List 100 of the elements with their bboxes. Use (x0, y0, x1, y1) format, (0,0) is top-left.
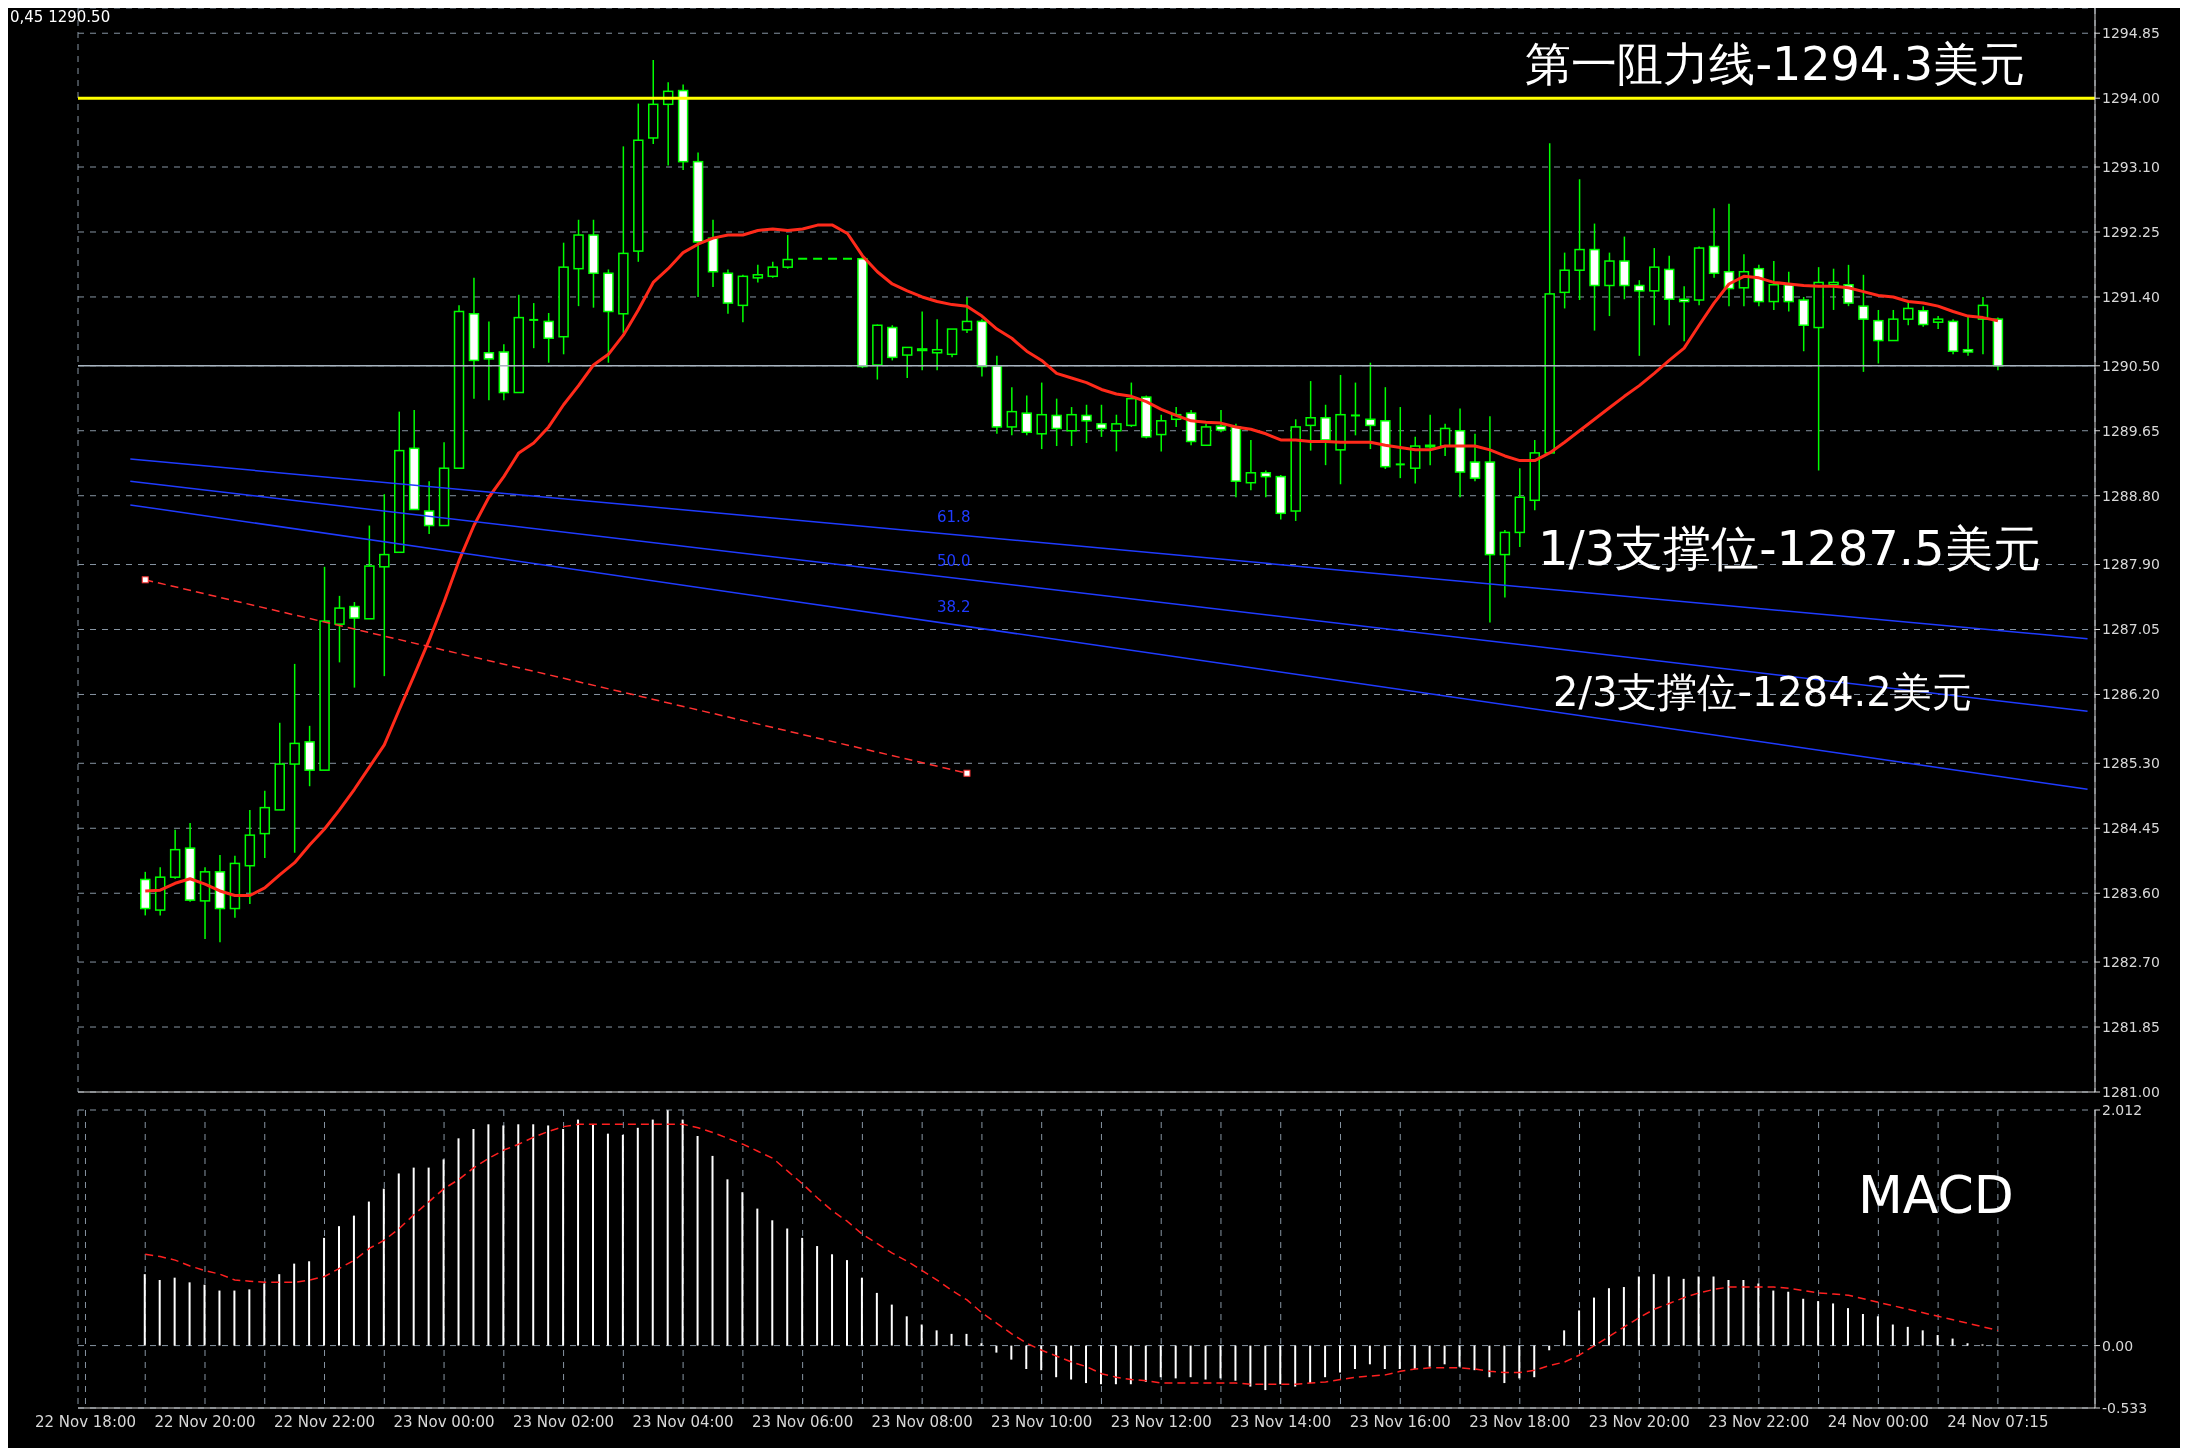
x-tick-label: 23 Nov 18:00 (1469, 1412, 1571, 1431)
bar (427, 1167, 430, 1346)
bar (158, 1280, 161, 1346)
candlestick (1888, 309, 1899, 342)
y-tick-label: 1282.70 (2102, 954, 2160, 971)
y-tick-label: 1290.50 (2102, 357, 2160, 374)
candlestick (1260, 469, 1272, 498)
candlestick (349, 601, 360, 689)
y-tick-label: 1287.90 (2102, 556, 2160, 573)
bar (1324, 1345, 1327, 1378)
bar (1832, 1303, 1835, 1346)
series-label: 38.2 (937, 598, 971, 617)
bar (397, 1173, 400, 1346)
y-tick-label: 1291.40 (2102, 288, 2160, 305)
bar (1443, 1345, 1446, 1365)
bar (1010, 1345, 1013, 1360)
bar (1787, 1291, 1790, 1346)
candlestick (1858, 274, 1869, 373)
bar (1249, 1345, 1252, 1387)
candlestick (1469, 433, 1481, 482)
bar (1563, 1330, 1566, 1346)
x-tick-label: 23 Nov 02:00 (513, 1412, 615, 1431)
candlestick (1036, 381, 1047, 450)
candlestick (1394, 406, 1406, 479)
y-tick-label: 1287.05 (2102, 621, 2160, 638)
bar (696, 1135, 699, 1346)
bar (263, 1283, 266, 1346)
candlestick (1081, 404, 1092, 444)
candlestick (916, 310, 928, 372)
candlestick (1873, 309, 1884, 365)
x-tick-label: 24 Nov 07:15 (1947, 1412, 2049, 1431)
bar (875, 1292, 878, 1346)
candlestick (1917, 305, 1929, 328)
bar (965, 1333, 968, 1346)
bar (786, 1228, 789, 1346)
candlestick (1649, 247, 1660, 326)
bar (726, 1179, 729, 1346)
bar (756, 1208, 759, 1346)
annotation: MACD (1858, 1164, 2014, 1227)
bar (1383, 1345, 1386, 1370)
bar (681, 1119, 684, 1346)
bar (591, 1124, 594, 1346)
candlestick (528, 302, 540, 349)
candlestick (543, 312, 554, 364)
bar (1144, 1345, 1147, 1382)
candlestick (1903, 300, 1914, 326)
x-tick-label: 22 Nov 18:00 (34, 1412, 137, 1431)
bar (711, 1155, 714, 1346)
y-tick-label: 1288.80 (2102, 487, 2160, 504)
bar (293, 1263, 296, 1346)
bar (1473, 1345, 1476, 1371)
bar (1757, 1283, 1760, 1346)
bar (308, 1261, 311, 1346)
bar (1159, 1345, 1162, 1378)
y-tick-label: 1283.60 (2102, 885, 2160, 902)
bar (532, 1124, 535, 1346)
bar (1951, 1338, 1954, 1346)
y-tick-label: 1284.45 (2102, 820, 2160, 837)
bar (173, 1277, 176, 1346)
candlestick (1424, 413, 1436, 466)
series-label: 50.0 (937, 551, 971, 570)
bar (831, 1254, 834, 1346)
bar (980, 1343, 983, 1346)
bar (1772, 1290, 1775, 1346)
bar (1234, 1345, 1237, 1381)
bar (412, 1167, 415, 1346)
bar (1518, 1345, 1521, 1379)
bar (1936, 1335, 1939, 1346)
y-tick-label: -0.533 (2102, 1399, 2148, 1416)
bar (1413, 1345, 1416, 1370)
y-tick-label: 1285.30 (2102, 755, 2160, 772)
bar (1368, 1345, 1371, 1365)
bar (1607, 1288, 1610, 1346)
bar (337, 1226, 340, 1346)
bar (1861, 1313, 1864, 1346)
y-tick-label: 1293.10 (2102, 158, 2160, 175)
candlestick (334, 595, 345, 664)
x-tick-label: 23 Nov 00:00 (393, 1412, 495, 1431)
bar (1727, 1280, 1730, 1346)
annotation: 1/3支撑位-1287.5美元 (1538, 520, 2041, 578)
bar (636, 1127, 639, 1346)
bar (890, 1304, 893, 1346)
bar (1219, 1345, 1222, 1379)
y-tick-label: 0.00 (2102, 1337, 2134, 1354)
bar (1742, 1280, 1745, 1346)
bar (487, 1124, 490, 1346)
candlestick (1634, 279, 1645, 357)
bar (1189, 1345, 1192, 1378)
bar (577, 1119, 580, 1346)
bar (905, 1316, 908, 1346)
candlestick (1349, 381, 1361, 437)
bar (935, 1330, 938, 1346)
bar (1204, 1345, 1207, 1380)
bar (741, 1192, 744, 1346)
candlestick (1962, 315, 1974, 357)
bar (248, 1289, 251, 1346)
candlestick (1305, 380, 1316, 452)
bar (1876, 1316, 1879, 1346)
x-tick-label: 22 Nov 22:00 (273, 1412, 376, 1431)
bar (1099, 1345, 1102, 1385)
